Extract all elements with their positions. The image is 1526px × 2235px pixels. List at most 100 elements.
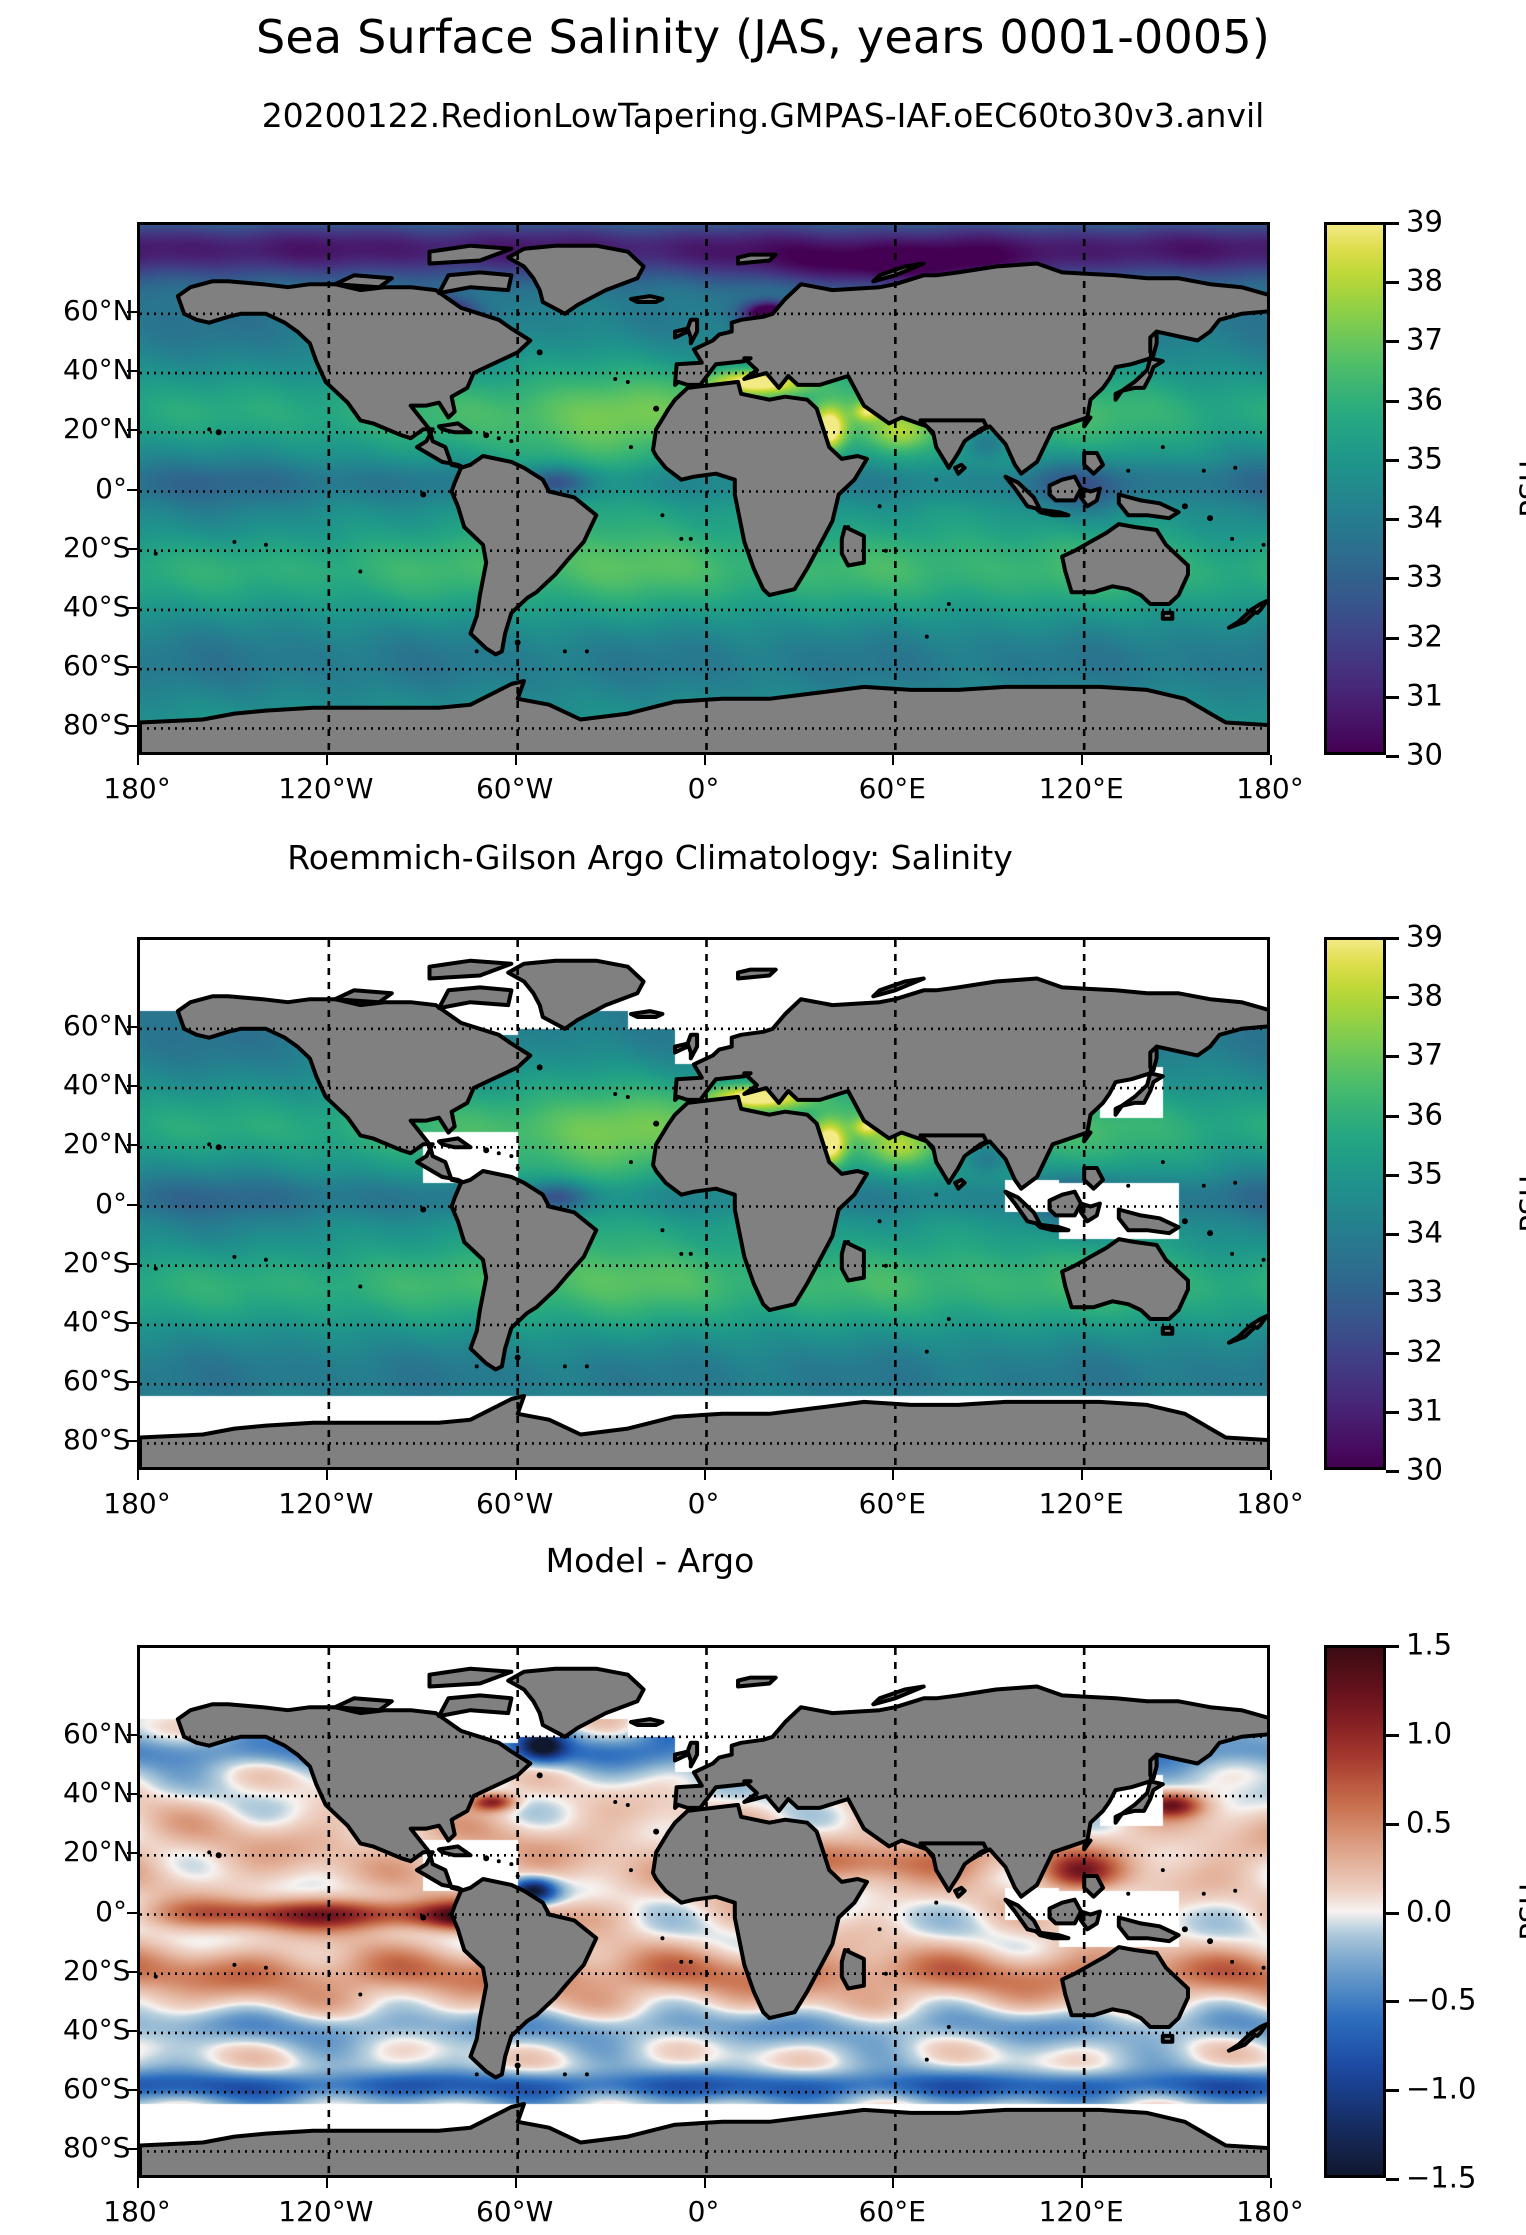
colorbar-tick-0-1 <box>1386 281 1399 285</box>
colorbar-tick-1-0 <box>1386 937 1399 940</box>
xtick-label-1-1: 120°W <box>278 1487 374 1520</box>
xtick-mark-2-3 <box>703 2178 706 2188</box>
ytick-label-1-0: 60°N <box>63 1008 134 1042</box>
xtick-label-0-4: 60°E <box>858 772 926 805</box>
xtick-label-2-4: 60°E <box>858 2195 926 2228</box>
xtick-mark-0-6 <box>1270 755 1272 765</box>
colorbar-label-1-1: 38 <box>1406 978 1443 1013</box>
panel-title-bias: Model - Argo <box>545 1541 755 1580</box>
xtick-label-2-5: 120°E <box>1038 2195 1124 2228</box>
map-argo[interactable] <box>137 937 1270 1470</box>
xtick-mark-0-2 <box>514 755 517 765</box>
ytick-mark-0-1 <box>127 370 137 373</box>
colorbar-tick-1-3 <box>1386 1114 1399 1118</box>
colorbar-tick-0-6 <box>1386 577 1399 581</box>
colorbar-tick-1-8 <box>1386 1410 1399 1414</box>
xtick-label-0-2: 60°W <box>475 772 554 805</box>
xtick-mark-1-0 <box>137 1470 139 1480</box>
xtick-mark-1-5 <box>1081 1470 1084 1480</box>
xtick-mark-2-1 <box>325 2178 328 2188</box>
colorbar-unit-2: PSU <box>1514 1882 1526 1941</box>
colorbar-label-2-1: 1.0 <box>1406 1716 1453 1751</box>
colorbar-tick-2-2 <box>1386 1822 1399 1826</box>
xtick-mark-0-3 <box>703 755 706 765</box>
xtick-mark-0-5 <box>1081 755 1084 765</box>
ytick-mark-0-6 <box>127 666 137 669</box>
colorbar-label-2-4: −0.5 <box>1406 1982 1477 2017</box>
ytick-mark-2-4 <box>127 1970 137 1973</box>
xtick-label-2-2: 60°W <box>475 2195 554 2228</box>
ytick-mark-2-5 <box>127 2029 137 2032</box>
colorbar-label-0-6: 33 <box>1406 559 1443 594</box>
colorbar-tick-2-5 <box>1386 2089 1399 2093</box>
ytick-mark-2-0 <box>127 1733 137 1736</box>
colorbar-label-1-9: 30 <box>1406 1452 1443 1487</box>
colorbar-label-0-3: 36 <box>1406 382 1443 417</box>
colorbar-label-2-2: 0.5 <box>1406 1805 1453 1840</box>
ytick-mark-1-2 <box>127 1144 137 1147</box>
ytick-label-2-1: 40°N <box>63 1776 134 1810</box>
colorbar-label-1-3: 36 <box>1406 1097 1443 1132</box>
ytick-label-1-5: 40°S <box>63 1304 131 1338</box>
ytick-mark-1-1 <box>127 1085 137 1088</box>
xtick-label-1-3: 0° <box>687 1487 720 1520</box>
xtick-label-0-5: 120°E <box>1038 772 1124 805</box>
colorbar-label-2-3: 0.0 <box>1406 1894 1453 1928</box>
xtick-label-1-0: 180° <box>103 1487 171 1520</box>
colorbar-label-0-7: 32 <box>1406 619 1443 654</box>
colorbar-label-1-7: 32 <box>1406 1334 1443 1369</box>
ytick-mark-0-2 <box>127 429 137 432</box>
colorbar-0[interactable] <box>1324 222 1386 755</box>
ytick-label-2-5: 40°S <box>63 2012 131 2046</box>
colorbar-tick-0-2 <box>1386 340 1399 344</box>
xtick-mark-1-3 <box>703 1470 706 1480</box>
colorbar-label-0-0: 39 <box>1406 204 1443 239</box>
colorbar-tick-2-0 <box>1386 1645 1399 1648</box>
ytick-mark-2-2 <box>127 1852 137 1855</box>
ytick-mark-2-1 <box>127 1793 137 1796</box>
ytick-label-1-2: 20°N <box>63 1127 134 1161</box>
colorbar-tick-2-1 <box>1386 1733 1399 1737</box>
xtick-label-1-2: 60°W <box>475 1487 554 1520</box>
xtick-mark-1-2 <box>514 1470 517 1480</box>
ytick-mark-0-5 <box>127 606 137 609</box>
ytick-mark-1-0 <box>127 1025 137 1028</box>
xtick-label-2-1: 120°W <box>278 2195 374 2228</box>
colorbar-1[interactable] <box>1324 937 1386 1470</box>
map-bias[interactable] <box>137 1645 1270 2178</box>
ytick-label-0-5: 40°S <box>63 589 131 623</box>
xtick-label-0-0: 180° <box>103 772 171 805</box>
ytick-label-0-1: 40°N <box>63 353 134 387</box>
map-model[interactable] <box>137 222 1270 755</box>
colorbar-tick-0-8 <box>1386 695 1399 699</box>
colorbar-tick-2-4 <box>1386 2000 1399 2004</box>
map-coastlines <box>140 225 1267 752</box>
ytick-mark-0-7 <box>127 725 137 728</box>
colorbar-label-0-1: 38 <box>1406 263 1443 298</box>
map-coastlines <box>140 940 1267 1467</box>
colorbar-tick-0-3 <box>1386 399 1399 403</box>
colorbar-label-1-4: 35 <box>1406 1156 1443 1191</box>
colorbar-tick-1-5 <box>1386 1233 1399 1237</box>
colorbar-tick-0-9 <box>1386 755 1399 758</box>
colorbar-tick-0-4 <box>1386 458 1399 462</box>
xtick-mark-0-1 <box>325 755 328 765</box>
colorbar-tick-0-0 <box>1386 222 1399 225</box>
ytick-label-1-6: 60°S <box>63 1364 131 1398</box>
ytick-label-2-2: 20°N <box>63 1835 134 1869</box>
colorbar-tick-1-6 <box>1386 1292 1399 1296</box>
xtick-label-0-6: 180° <box>1236 772 1304 805</box>
ytick-mark-1-6 <box>127 1381 137 1384</box>
ytick-label-1-4: 20°S <box>63 1245 131 1279</box>
xtick-mark-2-6 <box>1270 2178 1272 2188</box>
xtick-mark-1-4 <box>892 1470 895 1480</box>
xtick-label-0-3: 0° <box>687 772 720 805</box>
colorbar-tick-2-3 <box>1386 1911 1399 1915</box>
xtick-mark-2-4 <box>892 2178 895 2188</box>
ytick-label-1-3: 0° <box>95 1186 127 1220</box>
colorbar-tick-1-7 <box>1386 1351 1399 1355</box>
xtick-mark-0-0 <box>137 755 139 765</box>
colorbar-2[interactable] <box>1324 1645 1386 2178</box>
xtick-mark-2-0 <box>137 2178 139 2188</box>
ytick-mark-2-6 <box>127 2089 137 2092</box>
